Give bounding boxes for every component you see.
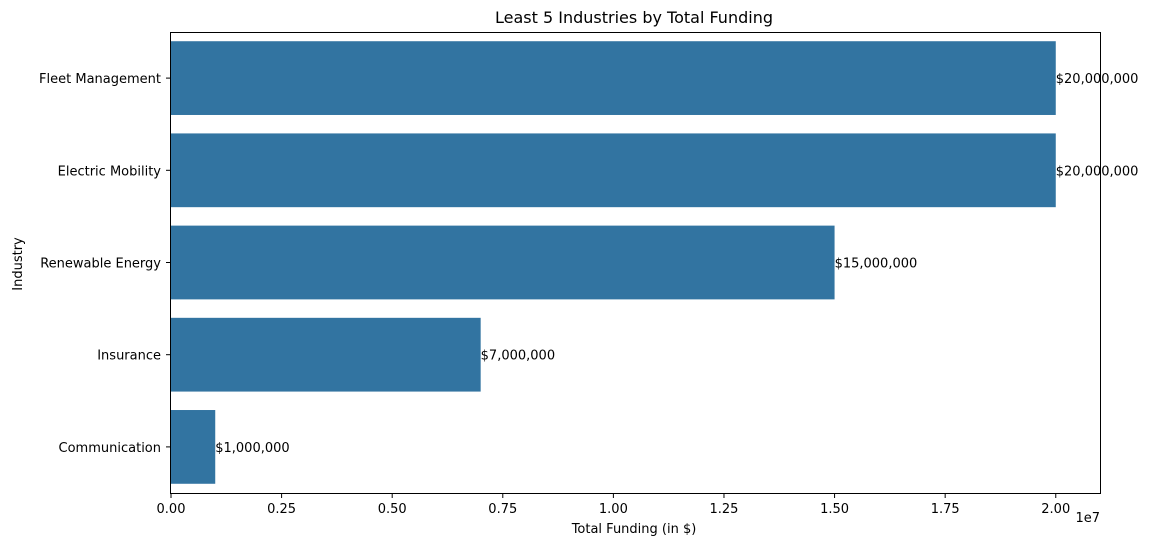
data-labels-group: $20,000,000 $20,000,000 $15,000,000 $7,000,…	[215, 72, 1138, 456]
bar	[171, 133, 1056, 208]
bar	[171, 41, 1056, 115]
x-tick-label: 0.00	[157, 502, 186, 517]
y-tick-label: Electric Mobility	[58, 164, 162, 179]
x-tick-label: 1.25	[709, 502, 738, 517]
bar	[171, 410, 216, 484]
bar-value-label: $1,000,000	[215, 441, 289, 456]
x-tick-label: 1.00	[599, 502, 628, 517]
y-axis-label: Industry	[11, 237, 26, 291]
x-tick-label: 0.25	[267, 502, 296, 517]
bar-value-label: $20,000,000	[1056, 164, 1139, 179]
x-tick-label: 1.50	[820, 502, 849, 517]
y-tick-label: Fleet Management	[39, 72, 161, 87]
x-axis: 0.00 0.25 0.50 0.75 1.00 1.25 1.50 1.75 2.00	[157, 493, 1070, 517]
x-tick-label: 0.50	[378, 502, 407, 517]
bar-value-label: $15,000,000	[835, 257, 918, 272]
bar	[171, 225, 835, 300]
plot-frame	[170, 32, 1101, 494]
x-tick-label: 2.00	[1041, 502, 1070, 517]
chart-title: Least 5 Industries by Total Funding	[495, 8, 773, 27]
x-axis-label: Total Funding (in $)	[571, 522, 697, 537]
bars-group	[171, 41, 1056, 484]
y-axis: Fleet Management Electric Mobility Renewab…	[39, 72, 171, 456]
y-tick-label: Insurance	[97, 349, 161, 364]
x-tick-label: 0.75	[488, 502, 517, 517]
x-tick-label: 1.75	[931, 502, 960, 517]
y-tick-label: Renewable Energy	[40, 257, 161, 272]
y-tick-label: Communication	[59, 441, 161, 456]
x-offset-label: 1e7	[1075, 511, 1100, 526]
bar-value-label: $7,000,000	[481, 349, 555, 364]
bar-value-label: $20,000,000	[1056, 72, 1139, 87]
bar	[171, 317, 481, 392]
